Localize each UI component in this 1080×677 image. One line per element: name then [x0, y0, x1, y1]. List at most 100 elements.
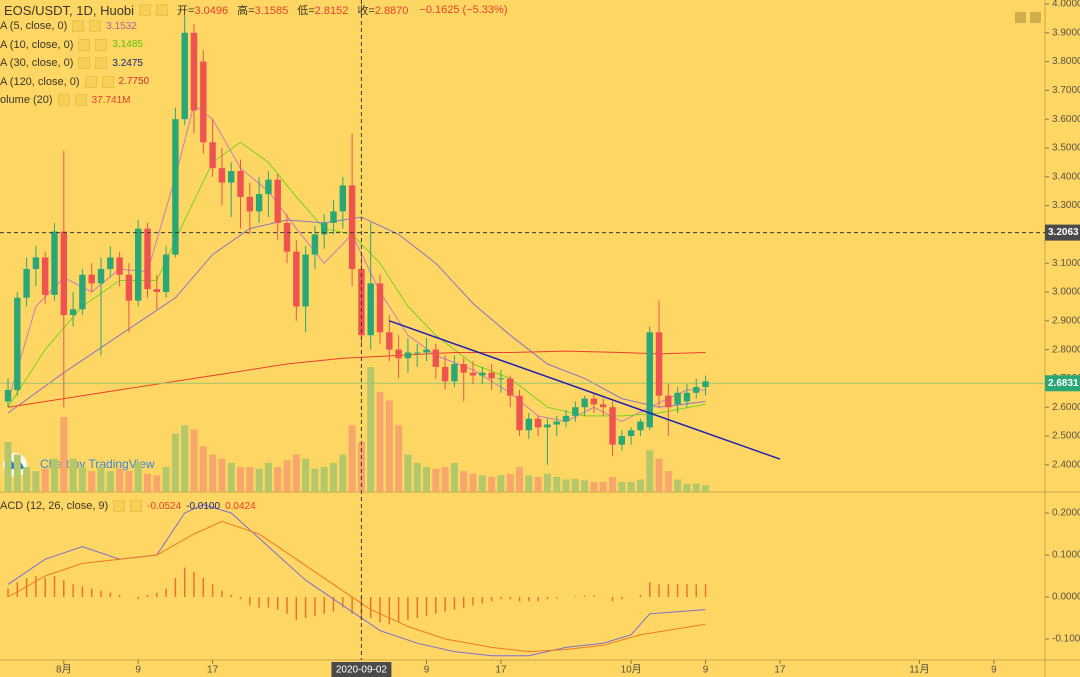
macd-histogram-bar: [704, 584, 707, 597]
candle-body: [144, 228, 151, 290]
macd-readout: 0.0424: [225, 500, 256, 512]
macd-histogram-bar: [593, 595, 595, 597]
icon-button[interactable]: [74, 94, 87, 106]
macd-histogram-bar: [667, 584, 670, 597]
macd-histogram-bar: [314, 596, 316, 616]
legend-name: ACD (12, 26, close, 9): [0, 500, 109, 512]
volume-bar: [646, 450, 654, 492]
icon-button[interactable]: [156, 4, 169, 16]
volume-bar: [636, 479, 644, 492]
volume-bar: [692, 483, 700, 492]
y-tick-label: 3.7000: [1052, 85, 1080, 96]
candle-body: [246, 196, 254, 212]
crosshair-date-box: [331, 662, 392, 677]
candle-body: [395, 349, 402, 359]
volume-bar: [60, 417, 68, 492]
macd-y-tick-label: -0.1000: [1052, 634, 1080, 645]
icon-button[interactable]: [95, 57, 108, 69]
candle-body: [172, 119, 179, 255]
candle-body: [655, 332, 663, 396]
icon-button[interactable]: [89, 20, 102, 32]
readout: 高=3.1585: [237, 2, 288, 18]
readout-label: 低=: [297, 5, 315, 17]
legend-name: A (30, close, 0): [0, 57, 74, 69]
macd-histogram-bar: [658, 584, 660, 597]
macd-histogram-bar: [435, 596, 437, 614]
legend-value: 37.741M: [91, 94, 131, 106]
macd-y-tick-label: 0.2000: [1052, 508, 1080, 519]
candle-body: [348, 185, 356, 269]
x-tick-label: 9: [424, 665, 430, 676]
pane-button[interactable]: [1015, 12, 1026, 23]
volume-bar: [702, 485, 710, 492]
ma-line: [7, 141, 706, 417]
readout-value: 3.1585: [254, 5, 289, 17]
candle-body: [516, 395, 523, 431]
volume-bar: [348, 425, 356, 492]
candle-body: [321, 222, 328, 235]
volume-bar: [590, 482, 598, 492]
volume-bar: [69, 458, 77, 492]
y-tick-label: 2.8000: [1052, 344, 1080, 355]
legend-value: 3.1532: [106, 20, 137, 32]
candle-body: [693, 387, 700, 393]
macd-histogram-bar: [165, 588, 167, 597]
macd-histogram-bar: [397, 596, 400, 623]
icon-button[interactable]: [57, 94, 70, 106]
macd-histogram-bar: [332, 596, 335, 612]
legend-name: A (10, close, 0): [0, 38, 74, 51]
candle-body: [107, 257, 114, 269]
macd-histogram-bar: [156, 592, 158, 597]
candle-body: [255, 194, 263, 212]
volume-bar: [441, 467, 449, 492]
volume-bar: [162, 467, 170, 492]
ma-line: [7, 103, 706, 423]
icon-button[interactable]: [84, 75, 97, 88]
legend-name: olume (20): [0, 94, 53, 106]
macd-histogram-bar: [351, 596, 353, 614]
pane-button[interactable]: [1030, 12, 1041, 23]
candle-body: [544, 424, 551, 428]
volume-bar: [432, 468, 440, 492]
macd-histogram-bar: [574, 596, 577, 597]
candle-body: [23, 268, 30, 298]
volume-bar: [246, 467, 254, 492]
icon-button[interactable]: [72, 20, 85, 32]
volume-bar: [144, 473, 152, 492]
candle-body: [283, 222, 291, 252]
icon-button[interactable]: [113, 500, 126, 512]
candle-body: [339, 185, 347, 212]
header-row: EOS/USDT, 1D, Huobi 开=3.0496 高=3.1585 低=2.8…: [4, 2, 508, 18]
volume-bar: [525, 475, 533, 492]
macd-histogram-bar: [649, 582, 651, 597]
volume-bar: [460, 471, 468, 492]
volume-bar: [171, 433, 179, 492]
y-tick-label: 3.1000: [1052, 258, 1080, 269]
candle-body: [600, 404, 607, 408]
icon-button[interactable]: [130, 500, 143, 512]
last-price-box: [1045, 375, 1080, 392]
candle-body: [683, 392, 691, 402]
macd-histogram-bar: [146, 594, 149, 597]
legend-value: 3.1485: [112, 39, 143, 50]
volume-bar: [674, 479, 682, 492]
icon-button[interactable]: [78, 38, 91, 51]
icon-button[interactable]: [139, 4, 152, 16]
volume-bar: [404, 454, 412, 492]
volume-bar: [609, 477, 617, 492]
macd-histogram-bar: [463, 596, 465, 608]
candle-body: [590, 398, 598, 405]
candle-body: [488, 372, 495, 379]
macd-legend: ACD (12, 26, close, 9) -0.0524 -0.0100 0.04…: [0, 500, 256, 512]
icon-button[interactable]: [101, 75, 114, 88]
candle-body: [432, 349, 440, 367]
icon-button[interactable]: [78, 57, 91, 69]
volume-bar: [302, 458, 310, 492]
volume-bar: [581, 480, 589, 492]
volume-bar: [199, 446, 207, 492]
volume-bar: [23, 467, 31, 492]
icon-button[interactable]: [95, 38, 108, 51]
volume-bar: [218, 458, 226, 492]
macd-histogram-bar: [202, 578, 205, 597]
